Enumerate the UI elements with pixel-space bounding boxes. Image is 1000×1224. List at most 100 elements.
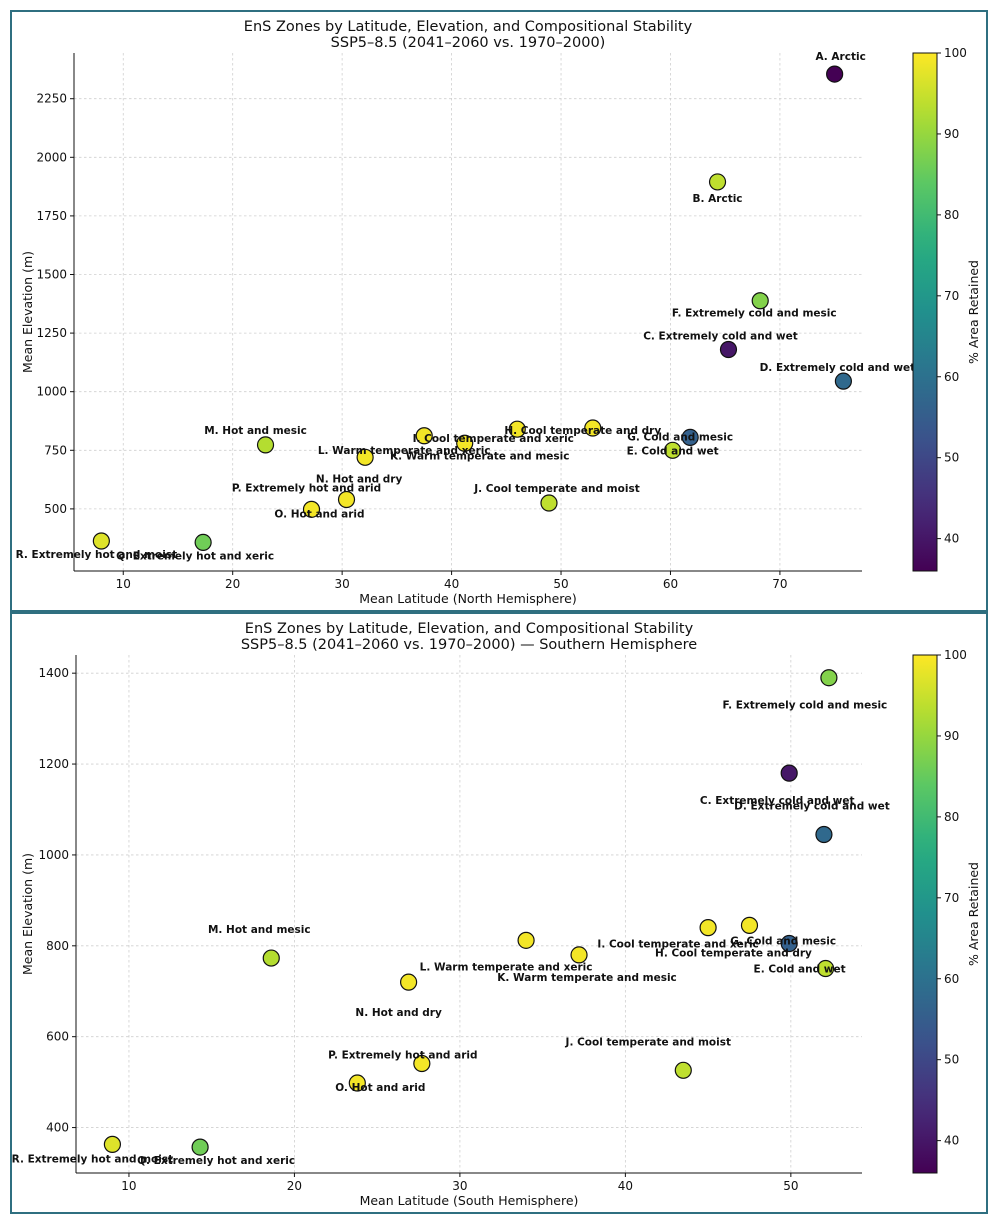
south-point-label-c: C. Extremely cold and wet	[700, 795, 855, 807]
south-point-c	[780, 764, 798, 782]
south-y-tick-label: 1200	[38, 757, 69, 771]
north-colorbar-tick-label: 80	[944, 208, 959, 222]
south-point-label-g: G. Cold and mesic	[730, 936, 836, 948]
north-y-tick-label: 1500	[36, 267, 67, 281]
north-point-a	[826, 65, 844, 83]
north-y-tick-label: 1250	[36, 326, 67, 340]
north-x-tick-label: 70	[772, 577, 787, 591]
south-colorbar-tick-label: 90	[944, 729, 959, 743]
south-point-p	[413, 1054, 431, 1073]
north-point-label-g: G. Cold and mesic	[627, 431, 733, 443]
north-chart-title: EnS Zones by Latitude, Elevation, and Co…	[244, 19, 693, 35]
north-y-tick-label: 500	[44, 502, 67, 516]
south-point-d	[815, 825, 833, 844]
north-point-r	[92, 532, 110, 550]
north-point-m	[256, 436, 275, 454]
north-x-tick-label: 20	[225, 577, 240, 591]
north-y-tick-label: 1000	[36, 385, 67, 399]
south-point-q	[191, 1138, 209, 1156]
north-colorbar	[912, 52, 938, 572]
south-point-k	[570, 946, 588, 964]
north-point-h	[584, 419, 602, 437]
north-x-tick-label: 10	[116, 577, 131, 591]
south-x-tick-label: 30	[452, 1179, 467, 1193]
south-colorbar-tick-label: 50	[944, 1053, 959, 1067]
south-point-label-p: P. Extremely hot and arid	[328, 1049, 477, 1061]
north-point-label-q: Q. Extremely hot and xeric	[116, 550, 274, 562]
south-point-label-i: I. Cool temperate and xeric	[597, 939, 758, 951]
north-point-g	[681, 428, 699, 446]
north-point-label-i: I. Cool temperate and xeric	[413, 433, 574, 445]
south-colorbar-tick-label: 100	[944, 648, 967, 662]
north-y-axis-label: Mean Elevation (m)	[20, 251, 35, 373]
south-point-label-o: O. Hot and arid	[335, 1082, 425, 1094]
north-point-n	[356, 448, 374, 466]
north-colorbar-label: % Area Retained	[966, 260, 981, 364]
north-x-axis-label: Mean Latitude (North Hemisphere)	[359, 591, 577, 606]
south-point-label-m: M. Hot and mesic	[208, 924, 311, 936]
south-y-tick-label: 1000	[38, 848, 69, 862]
north-point-c	[719, 340, 738, 359]
north-colorbar-tick-label: 100	[944, 46, 967, 60]
south-y-tick-label: 400	[46, 1121, 69, 1135]
north-point-label-p: P. Extremely hot and arid	[232, 483, 381, 495]
north-colorbar-tick-label: 90	[944, 127, 959, 141]
north-point-q	[194, 533, 212, 552]
north-point-label-e: E. Cold and wet	[627, 445, 719, 457]
north-y-tick-label: 2000	[36, 150, 67, 164]
south-point-label-d: D. Extremely cold and wet	[734, 800, 890, 812]
south-colorbar-label: % Area Retained	[966, 862, 981, 966]
south-point-o	[348, 1074, 366, 1092]
north-point-label-f: F. Extremely cold and mesic	[672, 308, 837, 320]
south-point-e	[816, 959, 835, 978]
south-y-tick-label: 1400	[38, 666, 69, 680]
south-point-h	[740, 916, 759, 934]
north-point-label-l: L. Warm temperate and xeric	[318, 445, 491, 457]
south-point-r	[103, 1135, 122, 1153]
south-point-label-f: F. Extremely cold and mesic	[723, 700, 888, 712]
north-point-label-h: H. Cool temperate and dry	[504, 425, 661, 437]
north-point-k	[456, 434, 474, 452]
south-point-label-j: J. Cool temperate and moist	[565, 1036, 731, 1048]
north-x-tick-label: 60	[663, 577, 678, 591]
north-point-label-j: J. Cool temperate and moist	[473, 483, 639, 495]
south-y-tick-label: 600	[46, 1030, 69, 1044]
north-colorbar-tick-label: 50	[944, 451, 959, 465]
north-y-tick-label: 750	[44, 443, 67, 457]
south-point-label-n: N. Hot and dry	[355, 1007, 442, 1019]
north-y-tick-label: 2250	[36, 92, 67, 106]
south-colorbar-tick-label: 70	[944, 891, 959, 905]
north-point-f	[751, 292, 769, 310]
south-point-label-e: E. Cold and wet	[754, 964, 846, 976]
north-point-label-o: O. Hot and arid	[274, 508, 364, 520]
north-colorbar-tick-label: 40	[944, 532, 959, 546]
south-point-i	[699, 919, 717, 937]
south-point-label-l: L. Warm temperate and xeric	[420, 961, 593, 973]
north-y-tick-label: 1750	[36, 209, 67, 223]
south-x-tick-label: 10	[121, 1179, 136, 1193]
south-point-l	[517, 931, 535, 949]
north-point-i	[508, 420, 526, 438]
south-x-tick-label: 50	[783, 1179, 798, 1193]
north-hemisphere-chart: EnS Zones by Latitude, Elevation, and Co…	[16, 19, 981, 606]
south-point-f	[820, 669, 838, 687]
north-point-label-b: B. Arctic	[693, 193, 743, 205]
south-colorbar-tick-label: 40	[944, 1134, 959, 1148]
south-chart-title: EnS Zones by Latitude, Elevation, and Co…	[245, 621, 694, 637]
south-point-label-h: H. Cool temperate and dry	[655, 947, 812, 959]
north-x-tick-label: 40	[444, 577, 459, 591]
north-x-tick-label: 50	[553, 577, 568, 591]
north-point-label-m: M. Hot and mesic	[204, 425, 307, 437]
south-point-label-k: K. Warm temperate and mesic	[497, 972, 677, 984]
south-hemisphere-chart: EnS Zones by Latitude, Elevation, and Co…	[12, 621, 981, 1208]
north-point-label-n: N. Hot and dry	[316, 473, 403, 485]
south-point-label-r: R. Extremely hot and moist	[12, 1153, 173, 1165]
south-point-j	[674, 1061, 692, 1079]
north-point-label-c: C. Extremely cold and wet	[643, 331, 798, 343]
south-colorbar	[912, 654, 938, 1174]
south-x-tick-label: 20	[287, 1179, 302, 1193]
north-point-d	[834, 372, 852, 390]
north-point-j	[540, 494, 558, 512]
north-point-p	[337, 490, 356, 509]
south-x-axis-label: Mean Latitude (South Hemisphere)	[360, 1193, 579, 1208]
